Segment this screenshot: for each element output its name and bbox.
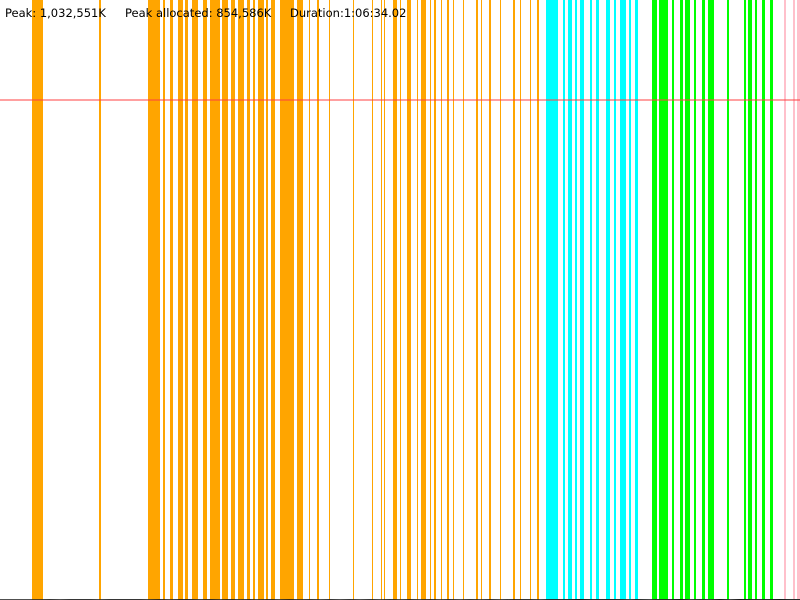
event-stripe (614, 0, 616, 600)
event-stripe (762, 0, 765, 600)
event-stripe (770, 0, 773, 600)
event-stripe (329, 0, 330, 600)
peak-allocated-label: Peak allocated: 854,586K (125, 6, 272, 20)
event-stripe (590, 0, 592, 600)
event-stripe (793, 0, 795, 600)
event-stripe (280, 0, 294, 600)
event-stripe (702, 0, 705, 600)
event-stripe (297, 0, 303, 600)
event-stripe (353, 0, 354, 600)
event-stripe (258, 0, 264, 600)
event-stripe (238, 0, 244, 600)
event-stripe (309, 0, 310, 600)
event-stripe (520, 0, 521, 600)
event-stripe (727, 0, 729, 600)
event-stripe (400, 0, 401, 600)
event-stripe (685, 0, 690, 600)
event-stripe (463, 0, 464, 600)
event-stripe (417, 0, 418, 600)
event-stripe (797, 0, 800, 600)
event-stripe (530, 0, 531, 600)
event-stripe (755, 0, 757, 600)
event-stripe (575, 0, 577, 600)
event-stripe (148, 0, 160, 600)
event-stripe (178, 0, 183, 600)
event-stripe (384, 0, 385, 600)
event-stripe (546, 0, 558, 600)
event-stripe (744, 0, 746, 600)
event-stripe (441, 0, 442, 600)
event-stripe (381, 0, 382, 600)
event-stripe (231, 0, 235, 600)
event-stripe (537, 0, 539, 600)
event-stripe (580, 0, 584, 600)
event-stripe (393, 0, 397, 600)
event-stripe (163, 0, 165, 600)
event-stripe (596, 0, 599, 600)
event-stripe (266, 0, 268, 600)
event-stripes (32, 0, 800, 600)
event-stripe (271, 0, 275, 600)
event-stripe (99, 0, 101, 600)
event-stripe (253, 0, 255, 600)
event-stripe (453, 0, 454, 600)
event-stripe (481, 0, 482, 600)
event-stripe (748, 0, 752, 600)
event-stripe (476, 0, 478, 600)
event-stripe (185, 0, 188, 600)
event-stripe (513, 0, 515, 600)
event-stripe (170, 0, 173, 600)
event-stripe (694, 0, 696, 600)
event-stripe (568, 0, 572, 600)
event-stripe (620, 0, 626, 600)
event-stripe (784, 0, 786, 600)
event-stripe (447, 0, 449, 600)
event-stripe (606, 0, 610, 600)
event-stripe (372, 0, 373, 600)
event-stripe (203, 0, 207, 600)
event-stripe (421, 0, 426, 600)
event-stripe (317, 0, 319, 600)
duration-label: Duration:1:06:34.02 (290, 6, 406, 20)
event-stripe (32, 0, 43, 600)
event-stripe (708, 0, 714, 600)
event-stripe (680, 0, 683, 600)
event-stripe (563, 0, 565, 600)
event-stripe (489, 0, 491, 600)
event-stripe (635, 0, 638, 600)
event-stripe (210, 0, 220, 600)
event-stripe (247, 0, 250, 600)
event-stripe (434, 0, 436, 600)
event-stripe (659, 0, 668, 600)
event-stripe (407, 0, 411, 600)
event-stripe (652, 0, 657, 600)
peak-label: Peak: 1,032,551K (5, 6, 106, 20)
event-stripe (222, 0, 228, 600)
event-stripe (430, 0, 431, 600)
event-stripe (500, 0, 501, 600)
event-stripe (192, 0, 198, 600)
event-stripe (672, 0, 674, 600)
event-stripe (629, 0, 631, 600)
